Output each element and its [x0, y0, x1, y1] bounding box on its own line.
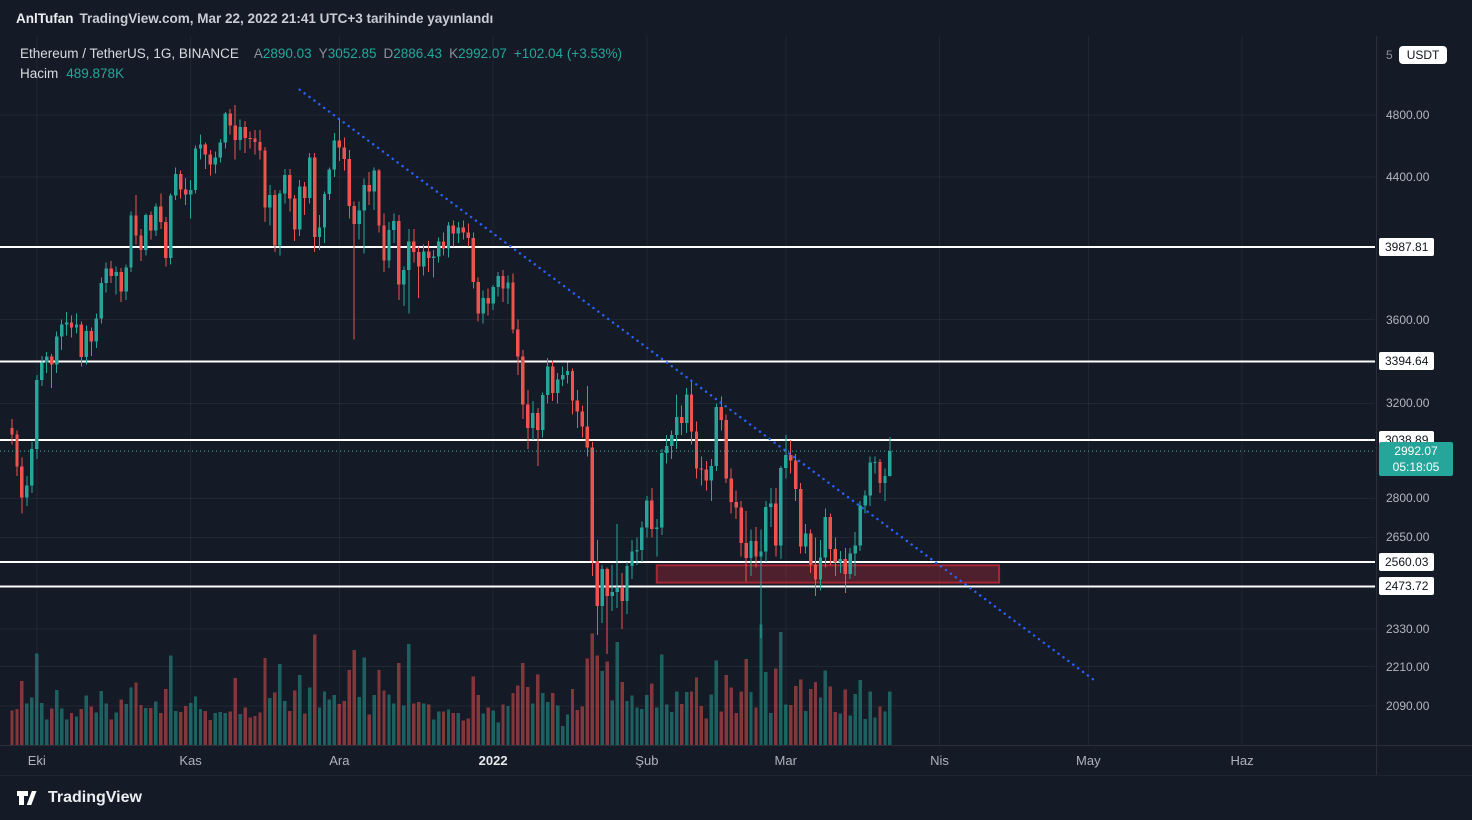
last-price-badge: 2992.07 05:18:05: [1379, 442, 1453, 477]
descending-trendline: [298, 88, 1095, 681]
price-tick-label: 3600.00: [1386, 312, 1430, 327]
price-axis[interactable]: 5 USDT 4800.00 4400.00 3600.00 3200.00 2800.…: [1376, 36, 1472, 775]
footer-bar: TradingView: [0, 775, 1472, 820]
price-level-label: 2473.72: [1379, 577, 1435, 596]
support-zone: [655, 564, 1001, 584]
price-level-label: 2560.03: [1379, 552, 1435, 571]
brand-name[interactable]: TradingView: [48, 789, 142, 806]
ohlc-open-value: 2890.03: [262, 46, 312, 61]
time-axis-label: Eki: [27, 753, 46, 768]
attribution-text: TradingView.com, Mar 22, 2022 21:41 UTC+…: [79, 10, 494, 26]
volume-layer: [10, 624, 892, 745]
price-tick-label: 4800.00: [1386, 108, 1430, 123]
ohlc-high-value: 3052.85: [327, 46, 377, 61]
axis-top-digit: 5: [1386, 48, 1393, 62]
ohlc-open-label: A: [253, 46, 263, 61]
ohlc-high-label: Y: [318, 46, 328, 61]
price-level-label: 3987.81: [1379, 237, 1435, 256]
time-axis-label: Mar: [774, 753, 797, 768]
legend-row-volume: Hacim 489.878K: [20, 64, 622, 84]
attribution-author: AnlTufan: [16, 10, 74, 26]
time-axis[interactable]: Eki Kas Ara 2022 Şub Mar Nis May Haz: [0, 745, 1472, 775]
symbol-title[interactable]: Ethereum / TetherUS, 1G, BINANCE: [20, 46, 239, 61]
ohlc-low-value: 2886.43: [393, 46, 443, 61]
time-axis-label: 2022: [478, 753, 508, 768]
price-tick-label: 2330.00: [1386, 621, 1430, 636]
ohlc-close-label: K: [449, 46, 459, 61]
price-tick-label: 3200.00: [1386, 396, 1430, 411]
price-tick-label: 2650.00: [1386, 530, 1430, 545]
legend-row-main: Ethereum / TetherUS, 1G, BINANCE A2890.03…: [20, 44, 622, 64]
last-price-value: 2992.07: [1394, 444, 1438, 459]
ohlc-close-value: 2992.07: [458, 46, 507, 61]
axis-unit-row: 5 USDT: [1386, 46, 1448, 64]
price-tick-label: 2090.00: [1386, 699, 1430, 714]
volume-value: 489.878K: [66, 66, 125, 81]
time-axis-label: Ara: [329, 753, 350, 768]
volume-label: Hacim: [20, 66, 59, 81]
chart-area: Ethereum / TetherUS, 1G, BINANCE A2890.03…: [0, 36, 1472, 775]
price-chart-canvas[interactable]: [0, 36, 1375, 745]
attribution-bar: AnlTufan TradingView.com, Mar 22, 2022 2…: [0, 0, 1472, 36]
ohlc-change-value: +102.04 (+3.53%): [513, 46, 622, 61]
time-axis-label: Şub: [635, 753, 659, 768]
time-axis-label: Haz: [1230, 753, 1254, 768]
tradingview-logo-icon[interactable]: [15, 786, 39, 810]
grid-layer: [0, 36, 1375, 745]
ohlc-low-label: D: [383, 46, 394, 61]
time-axis-label: Kas: [179, 753, 202, 768]
chart-legend: Ethereum / TetherUS, 1G, BINANCE A2890.03…: [20, 44, 622, 84]
time-axis-label: Nis: [930, 753, 949, 768]
price-tick-label: 2210.00: [1386, 659, 1430, 674]
price-tick-label: 2800.00: [1386, 491, 1430, 506]
candles-layer: [10, 105, 892, 654]
price-tick-label: 4400.00: [1386, 169, 1430, 184]
price-level-label: 3394.64: [1379, 352, 1435, 371]
time-axis-label: May: [1076, 753, 1101, 768]
level-lines: [0, 245, 1375, 588]
currency-toggle-button[interactable]: USDT: [1398, 46, 1448, 64]
bar-countdown: 05:18:05: [1392, 460, 1440, 475]
